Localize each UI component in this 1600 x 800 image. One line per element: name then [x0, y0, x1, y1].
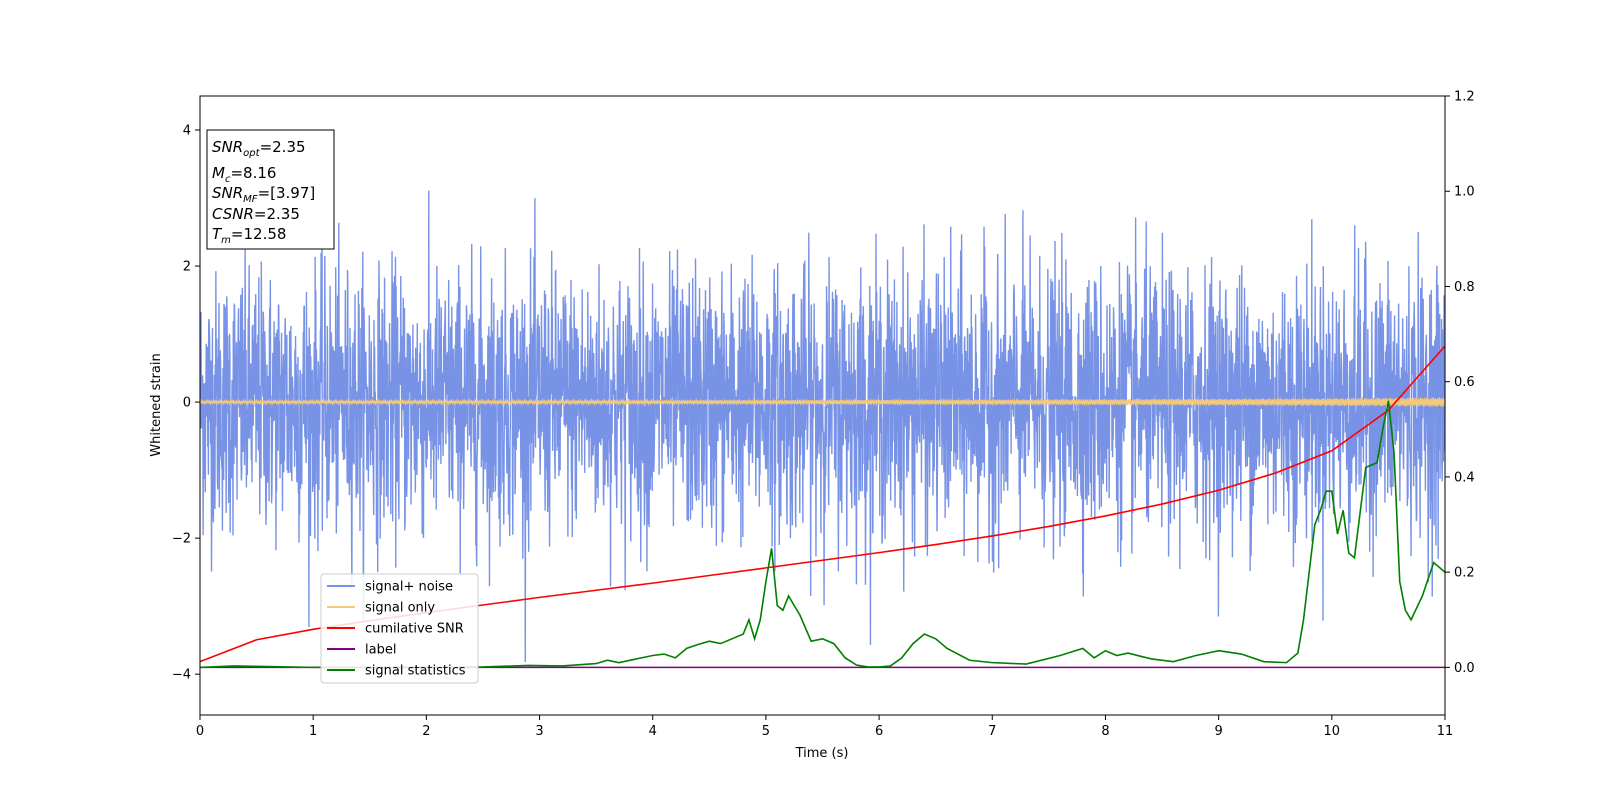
y-right-tick-label: 0.4 [1454, 470, 1475, 485]
y-left-tick-label: −4 [172, 668, 191, 683]
annotation-line: SNRMF=[3.97] [212, 184, 315, 205]
annotation-line: SNRopt=2.35 [212, 138, 306, 159]
annotation-frame [206, 129, 335, 250]
x-tick-label: 10 [1324, 724, 1341, 739]
y-left-tick-label: 4 [183, 124, 191, 139]
x-tick-label: 6 [875, 724, 883, 739]
legend: signal+ noise signal only cumilative SNR la… [320, 573, 479, 684]
y-right-tick-label: 0.6 [1454, 375, 1475, 390]
x-tick-label: 3 [535, 724, 543, 739]
x-tick-label: 1 [309, 724, 317, 739]
annotation-line: Mc=8.16 [212, 164, 276, 185]
legend-frame [320, 573, 479, 684]
legend-label: signal+ noise [365, 580, 453, 595]
legend-label: cumilative SNR [365, 622, 464, 637]
annotation-line: Tm=12.58 [212, 225, 286, 246]
x-tick-label: 2 [422, 724, 430, 739]
x-axis: 0 1 2 3 4 5 6 7 8 9 10 11 [196, 715, 1453, 739]
x-tick-label: 7 [988, 724, 996, 739]
x-axis-label: Time (s) [795, 746, 849, 761]
y-axis-right: 1.2 1.0 0.8 0.6 0.4 0.2 0.0 [1445, 90, 1475, 676]
x-tick-label: 5 [762, 724, 770, 739]
y-right-tick-label: 1.0 [1454, 185, 1475, 200]
y-left-tick-label: 2 [183, 260, 191, 275]
legend-label: signal statistics [365, 664, 466, 679]
y-right-tick-label: 0.2 [1454, 566, 1475, 581]
legend-label: signal only [365, 601, 435, 616]
x-tick-label: 9 [1214, 724, 1222, 739]
plot-frame [199, 95, 1446, 716]
y-right-tick-label: 0.8 [1454, 280, 1475, 295]
y-right-tick-label: 1.2 [1454, 90, 1475, 105]
series-signal-noise-line [200, 190, 1445, 662]
y-axis-label: Whitened strain [149, 353, 164, 456]
x-tick-label: 0 [196, 724, 204, 739]
x-tick-label: 4 [649, 724, 657, 739]
series-signal-only-line [200, 396, 1445, 408]
y-right-tick-label: 0.0 [1454, 661, 1475, 676]
y-axis-left: 4 2 0 −2 −4 [172, 124, 200, 683]
series-signal-statistics-line [200, 400, 1445, 669]
y-left-tick-label: −2 [172, 532, 191, 547]
x-tick-label: 8 [1101, 724, 1109, 739]
legend-label: label [365, 643, 396, 658]
y-left-tick-label: 0 [183, 396, 191, 411]
annotation-line: CSNR=2.35 [212, 205, 300, 223]
x-tick-label: 11 [1437, 724, 1454, 739]
